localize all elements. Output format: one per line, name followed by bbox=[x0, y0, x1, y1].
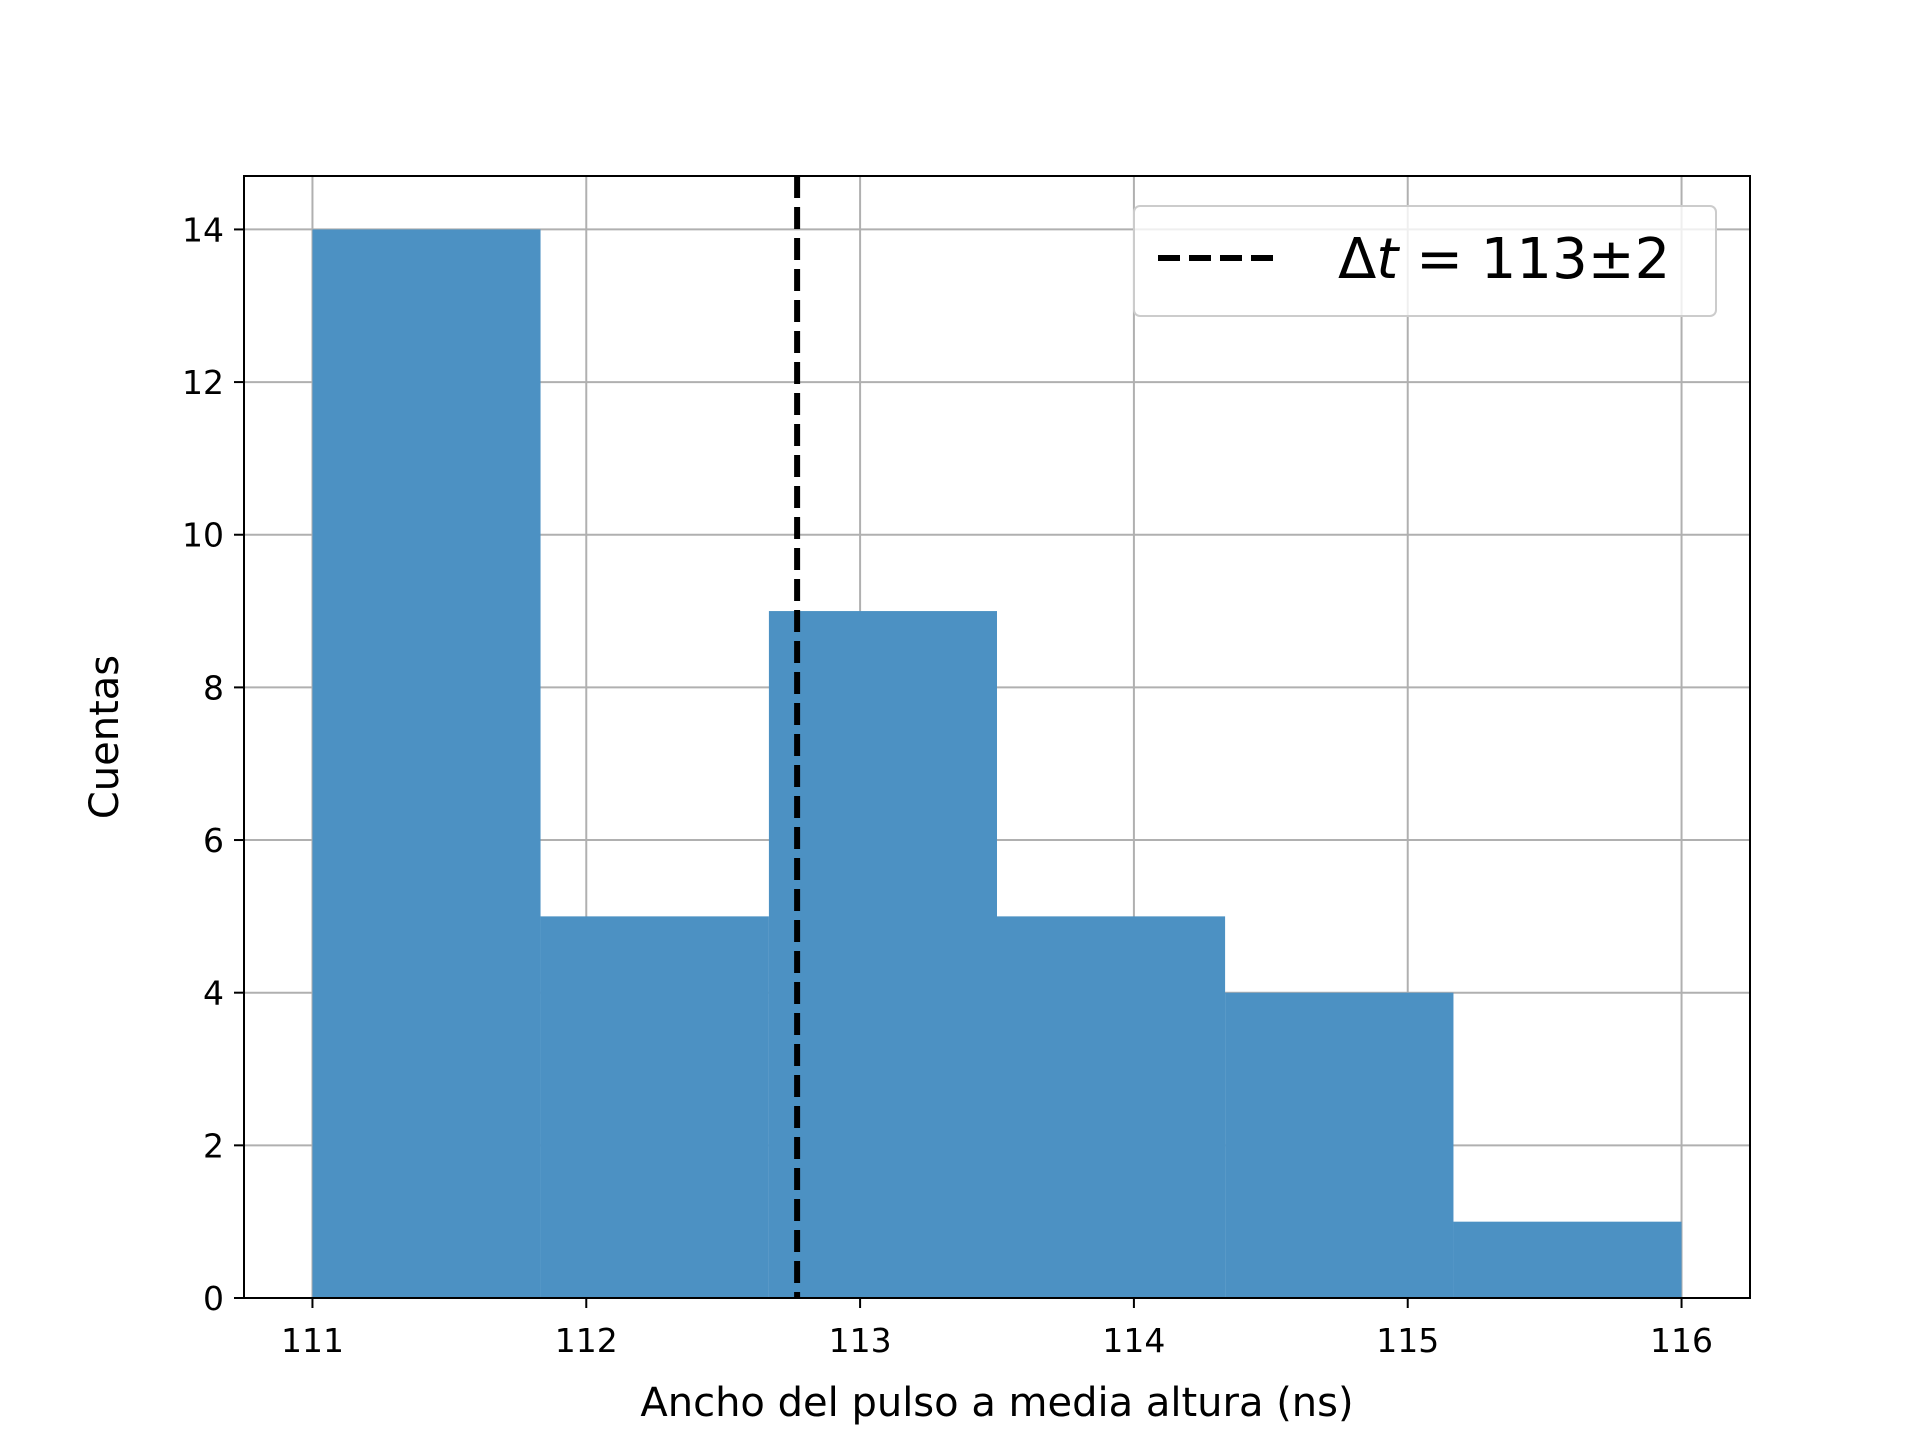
axis-ticks: 111 112 113 114 115 116 0 2 4 6 8 10 12 14 bbox=[182, 210, 1713, 1360]
x-tick-label: 111 bbox=[281, 1321, 344, 1360]
y-tick-label: 6 bbox=[203, 821, 224, 860]
histogram-bar bbox=[997, 916, 1226, 1298]
histogram-bar bbox=[312, 229, 541, 1298]
y-axis-label: Cuentas bbox=[82, 655, 128, 819]
legend-box bbox=[1133, 205, 1717, 317]
x-tick-label: 112 bbox=[555, 1321, 618, 1360]
x-tick-label: 114 bbox=[1102, 1321, 1165, 1360]
y-tick-label: 10 bbox=[182, 516, 224, 555]
legend: Δt = 113±2 bbox=[1133, 205, 1717, 317]
y-tick-label: 8 bbox=[203, 668, 224, 707]
x-tick-label: 116 bbox=[1650, 1321, 1713, 1360]
y-tick-label: 0 bbox=[203, 1279, 224, 1318]
plot-frame bbox=[243, 175, 1751, 1299]
x-axis-label: Ancho del pulso a media altura (ns) bbox=[640, 1380, 1353, 1426]
y-tick-label: 14 bbox=[182, 210, 224, 249]
legend-value: = 113±2 bbox=[1398, 227, 1670, 292]
histogram-bar bbox=[1225, 992, 1454, 1298]
legend-label: Δt = 113±2 bbox=[1338, 227, 1670, 292]
y-tick-label: 4 bbox=[203, 974, 224, 1013]
legend-variable: t bbox=[1376, 227, 1400, 292]
histogram-bars bbox=[312, 229, 1682, 1298]
x-tick-label: 113 bbox=[829, 1321, 892, 1360]
histogram-bar bbox=[768, 611, 997, 1298]
y-tick-label: 12 bbox=[182, 363, 224, 402]
histogram-bar bbox=[540, 916, 769, 1298]
y-tick-label: 2 bbox=[203, 1126, 224, 1165]
x-tick-label: 115 bbox=[1376, 1321, 1439, 1360]
legend-delta: Δ bbox=[1338, 227, 1376, 292]
histogram-bar bbox=[1453, 1221, 1682, 1298]
